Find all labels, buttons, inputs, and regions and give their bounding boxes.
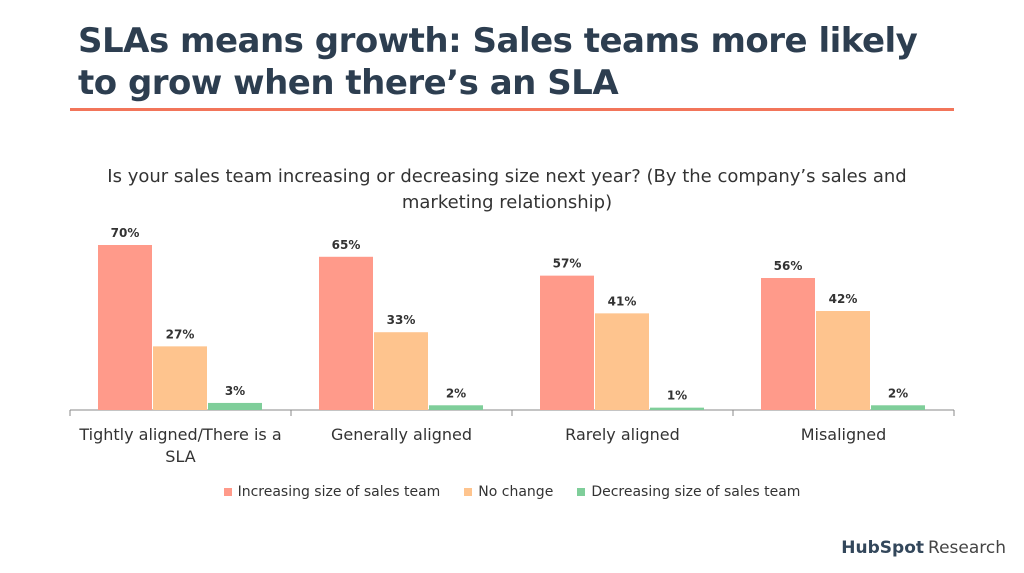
category-label: SLA (165, 447, 195, 466)
bar (540, 275, 594, 410)
data-label: 27% (166, 327, 195, 341)
category-label: Misaligned (801, 425, 887, 444)
brand-suffix: Research (928, 538, 1006, 558)
brand-name: HubSpot (841, 538, 925, 558)
legend-item: No change (464, 484, 553, 500)
bar (595, 313, 649, 410)
category-label: Generally aligned (331, 425, 472, 444)
bar (208, 402, 262, 410)
slide-title: SLAs means growth: Sales teams more like… (78, 21, 918, 103)
data-label: 1% (667, 389, 687, 403)
legend-label: Decreasing size of sales team (591, 484, 801, 500)
data-label: 2% (446, 386, 466, 400)
bar (374, 332, 428, 410)
bar (650, 407, 704, 410)
chart-legend: Increasing size of sales team No change De… (0, 484, 1024, 500)
data-label: 65% (332, 238, 361, 252)
legend-label: No change (478, 484, 554, 500)
legend-item: Decreasing size of sales team (577, 484, 800, 500)
chart-title: Is your sales team increasing or decreas… (107, 166, 907, 213)
hubspot-research-logo: HubSpot Research (841, 538, 1006, 558)
bar (319, 256, 373, 410)
bar (429, 405, 483, 410)
data-label: 41% (608, 294, 637, 308)
data-label: 56% (774, 259, 803, 273)
legend-item: Increasing size of sales team (223, 484, 441, 500)
data-label: 42% (829, 292, 858, 306)
legend-swatch (223, 488, 232, 496)
bar (153, 346, 207, 410)
bar (761, 278, 815, 410)
title-underline (70, 108, 954, 111)
bar (98, 245, 152, 410)
data-label: 2% (888, 386, 908, 400)
data-label: 3% (225, 384, 245, 398)
legend-swatch (464, 488, 473, 496)
legend-swatch (577, 488, 586, 496)
data-label: 33% (387, 313, 416, 327)
data-label: 57% (553, 257, 582, 271)
bar (816, 311, 870, 410)
category-label: Tightly aligned/There is a (78, 425, 281, 444)
legend-label: Increasing size of sales team (237, 484, 441, 500)
bar (871, 405, 925, 410)
category-label: Rarely aligned (565, 425, 680, 444)
data-label: 70% (111, 226, 140, 240)
